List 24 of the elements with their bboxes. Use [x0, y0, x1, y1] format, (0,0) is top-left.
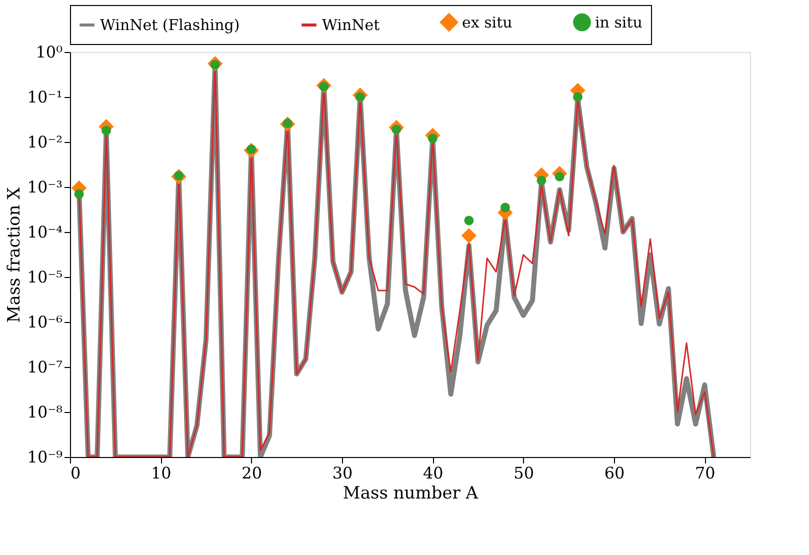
y-tick-label: 10⁻⁶ [27, 312, 62, 332]
y-tick-label: 10⁻³ [27, 178, 62, 196]
x-tick-label: 60 [604, 464, 625, 482]
x-tick-label: 30 [332, 464, 353, 482]
y-tick-label: 10⁻⁸ [27, 402, 62, 422]
y-tick-label: 10⁻⁵ [27, 268, 62, 286]
x-tick-label: 20 [242, 464, 262, 482]
legend-label: WinNet [322, 16, 380, 34]
y-tick-label: 10⁰ [36, 42, 62, 62]
y-axis-title: Mass fraction X [4, 186, 24, 323]
legend-label: in situ [595, 13, 643, 32]
y-tick-label: 10⁻⁴ [27, 222, 62, 242]
y-tick-label: 10⁻⁹ [27, 448, 64, 466]
legend-label: WinNet (Flashing) [100, 16, 240, 34]
x-tick-label: 50 [514, 464, 534, 482]
y-tick-label: 10⁻² [27, 132, 62, 152]
x-tick-label: 70 [694, 464, 716, 482]
y-tick-label: 10⁻⁷ [27, 358, 62, 376]
x-tick-label: 0 [70, 464, 81, 482]
x-axis-title: Mass number A [342, 484, 479, 504]
y-tick-label: 10⁻¹ [27, 88, 62, 106]
x-tick-label: 10 [150, 464, 172, 482]
x-tick-label: 40 [422, 464, 444, 482]
legend-label: ex situ [462, 13, 513, 32]
